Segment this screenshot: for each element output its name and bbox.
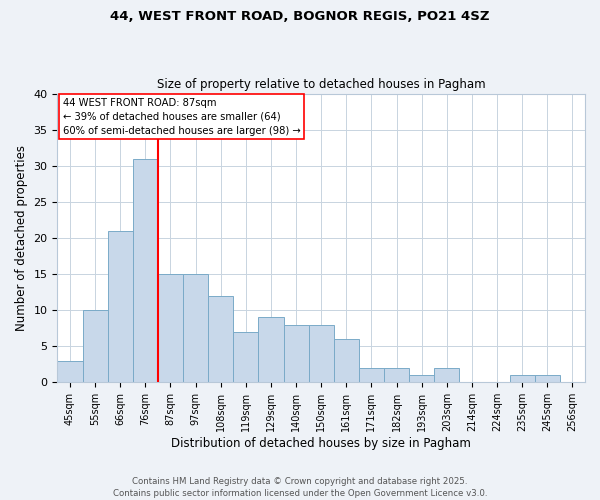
Bar bbox=[58, 360, 83, 382]
Bar bbox=[233, 332, 259, 382]
Text: Contains HM Land Registry data © Crown copyright and database right 2025.
Contai: Contains HM Land Registry data © Crown c… bbox=[113, 476, 487, 498]
Bar bbox=[359, 368, 384, 382]
Text: 44 WEST FRONT ROAD: 87sqm
← 39% of detached houses are smaller (64)
60% of semi-: 44 WEST FRONT ROAD: 87sqm ← 39% of detac… bbox=[62, 98, 301, 136]
Bar bbox=[384, 368, 409, 382]
Bar bbox=[133, 158, 158, 382]
Y-axis label: Number of detached properties: Number of detached properties bbox=[15, 145, 28, 331]
Bar bbox=[107, 230, 133, 382]
Bar bbox=[83, 310, 107, 382]
Bar bbox=[434, 368, 460, 382]
Bar bbox=[259, 318, 284, 382]
Text: 44, WEST FRONT ROAD, BOGNOR REGIS, PO21 4SZ: 44, WEST FRONT ROAD, BOGNOR REGIS, PO21 … bbox=[110, 10, 490, 23]
X-axis label: Distribution of detached houses by size in Pagham: Distribution of detached houses by size … bbox=[171, 437, 471, 450]
Bar bbox=[208, 296, 233, 382]
Bar bbox=[158, 274, 183, 382]
Bar bbox=[308, 324, 334, 382]
Bar bbox=[535, 375, 560, 382]
Bar bbox=[509, 375, 535, 382]
Bar bbox=[284, 324, 308, 382]
Bar bbox=[334, 339, 359, 382]
Bar bbox=[183, 274, 208, 382]
Title: Size of property relative to detached houses in Pagham: Size of property relative to detached ho… bbox=[157, 78, 485, 91]
Bar bbox=[409, 375, 434, 382]
